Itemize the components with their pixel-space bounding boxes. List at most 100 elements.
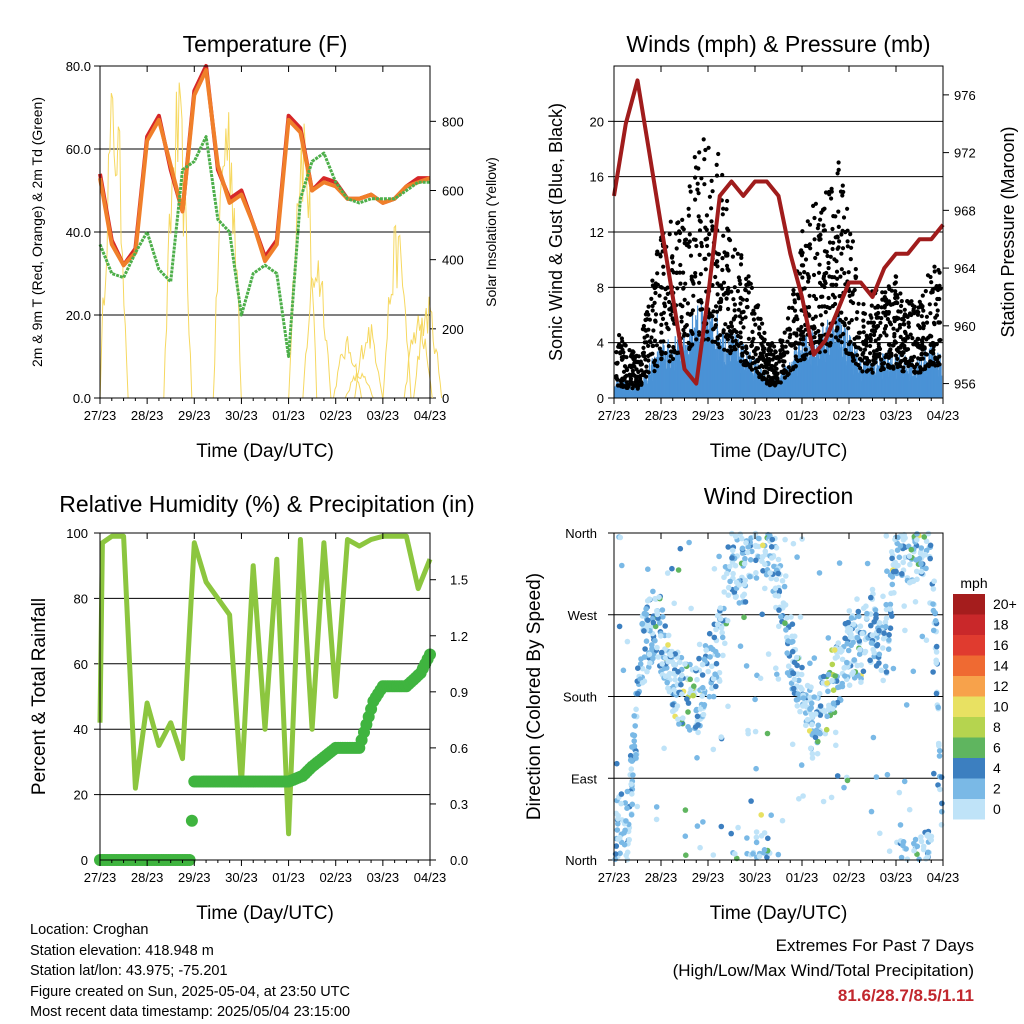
gust-point	[750, 311, 755, 316]
direction-point	[880, 677, 886, 684]
gust-point	[853, 267, 858, 272]
direction-point	[877, 830, 883, 837]
direction-point	[644, 598, 651, 604]
gust-point	[850, 292, 855, 297]
gust-point	[664, 321, 669, 326]
gust-point	[893, 353, 899, 358]
gust-point	[828, 254, 833, 259]
direction-point	[812, 734, 819, 741]
direction-point	[832, 673, 838, 679]
gust-point	[795, 292, 800, 297]
direction-point	[635, 690, 641, 697]
direction-point	[923, 856, 929, 862]
direction-point	[900, 537, 907, 543]
direction-point	[615, 815, 621, 822]
direction-point	[900, 559, 906, 566]
gust-point	[882, 295, 887, 300]
direction-point	[659, 607, 666, 613]
direction-point	[683, 852, 689, 858]
gust-point	[670, 260, 676, 265]
direction-point	[834, 773, 841, 779]
direction-point	[761, 847, 768, 853]
direction-point	[804, 716, 811, 723]
direction-point	[830, 687, 837, 693]
gust-point	[685, 301, 691, 306]
direction-point	[755, 535, 762, 542]
direction-point	[725, 584, 732, 591]
gust-point	[744, 276, 749, 281]
gust-point	[807, 222, 813, 227]
gust-point	[748, 365, 753, 370]
gust-point	[928, 359, 933, 364]
gust-point	[769, 363, 775, 369]
direction-point	[759, 554, 766, 560]
gust-point	[730, 254, 736, 259]
direction-point	[914, 576, 920, 583]
gust-point	[771, 352, 776, 357]
colorbar-swatch	[953, 676, 985, 697]
temperature-ylabel-right: Solar Insolation (Yellow)	[483, 157, 499, 307]
gust-point	[837, 239, 842, 244]
direction-point	[899, 571, 905, 577]
gust-point	[695, 187, 700, 192]
direction-point	[878, 667, 885, 674]
humidity-ylabel: Percent & Total Rainfall	[29, 598, 50, 795]
gust-point	[770, 341, 775, 346]
gust-point	[902, 307, 907, 312]
gust-point	[845, 244, 850, 249]
gust-point	[650, 343, 655, 349]
direction-point	[753, 543, 759, 550]
direction-point	[639, 679, 646, 686]
direction-point	[889, 574, 896, 580]
gust-point	[856, 301, 861, 306]
direction-point	[836, 560, 843, 566]
direction-point	[627, 757, 634, 763]
direction-point	[918, 545, 925, 551]
direction-point	[685, 709, 691, 715]
gust-point	[839, 310, 844, 315]
temperature-xtick-label: 30/23	[225, 408, 258, 423]
gust-point	[933, 302, 938, 307]
gust-point	[647, 317, 653, 322]
direction-point	[772, 592, 779, 599]
gust-point	[901, 322, 906, 327]
gust-point	[754, 304, 760, 309]
gust-point	[921, 367, 926, 372]
direction-point	[650, 619, 657, 626]
gust-point	[624, 383, 630, 388]
gust-point	[921, 321, 926, 326]
colorbar-swatch	[953, 799, 985, 820]
direction-point	[753, 839, 760, 846]
gust-point	[738, 320, 743, 325]
gust-point	[665, 285, 670, 290]
gust-point	[816, 270, 822, 275]
gust-point	[630, 368, 636, 373]
direction-point	[839, 648, 845, 654]
gust-point	[743, 361, 748, 366]
direction-point	[887, 625, 894, 631]
gust-point	[862, 361, 868, 366]
direction-point	[674, 703, 681, 709]
direction-point	[659, 661, 665, 667]
elevation-text: Station elevation: 418.948 m	[30, 942, 214, 959]
gust-point	[858, 366, 863, 371]
direction-point	[757, 675, 764, 682]
direction-point	[706, 693, 713, 700]
direction-point	[870, 734, 877, 741]
gust-point	[873, 353, 878, 358]
direction-point	[923, 565, 929, 572]
direction-point	[678, 681, 684, 688]
gust-point	[924, 352, 929, 357]
gust-point	[690, 308, 696, 313]
gust-point	[791, 288, 796, 293]
direction-point	[753, 765, 759, 772]
gust-point	[723, 322, 728, 327]
direction-point	[832, 729, 839, 736]
direction-point	[749, 548, 755, 555]
direction-point	[790, 540, 797, 547]
direction-point	[712, 671, 718, 677]
gust-point	[785, 350, 790, 355]
direction-point	[807, 745, 814, 752]
direction-point	[730, 570, 736, 577]
gust-point	[840, 246, 846, 251]
